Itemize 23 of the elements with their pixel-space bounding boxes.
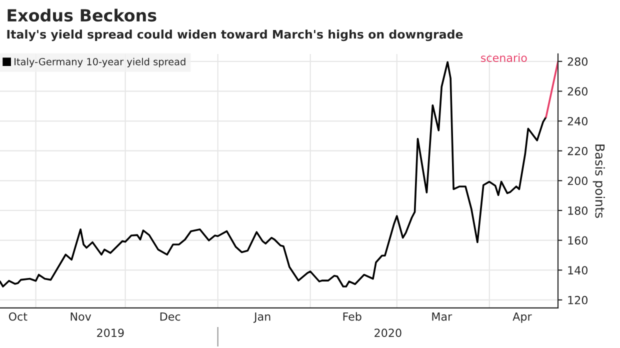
y-tick-label: 260 bbox=[568, 87, 588, 96]
y-tick-label: 180 bbox=[568, 206, 588, 215]
chart-subtitle: Italy's yield spread could widen toward March's highs on downgrade bbox=[7, 30, 463, 42]
x-tick-label: Apr bbox=[512, 312, 532, 323]
x-tick-label: Jan bbox=[253, 312, 270, 323]
y-tick-label: 200 bbox=[568, 176, 588, 186]
chart-title: Exodus Beckons bbox=[8, 8, 156, 22]
y-tick-label: 160 bbox=[568, 236, 588, 245]
y-tick-label: 280 bbox=[568, 57, 588, 66]
x2-tick-label: 2020 bbox=[374, 328, 402, 338]
y-tick-label: 240 bbox=[568, 117, 588, 126]
x-tick-label: Nov bbox=[70, 312, 92, 321]
x2-tick-label: 2019 bbox=[97, 328, 124, 338]
text: scenario bbox=[481, 53, 527, 62]
y-tick-label: 120 bbox=[568, 296, 588, 304]
legend-label: Italy-Germany 10-year yield spread bbox=[14, 58, 186, 68]
x-tick-label: Dec bbox=[160, 312, 180, 321]
y-tick-label: 220 bbox=[568, 146, 588, 156]
x-tick-label: Mar bbox=[432, 312, 452, 321]
y-axis-title: Basis points bbox=[592, 144, 605, 218]
y-tick-label: 140 bbox=[568, 266, 588, 274]
x-tick-label: Feb bbox=[343, 312, 362, 321]
x-tick-label: Oct bbox=[8, 312, 28, 321]
